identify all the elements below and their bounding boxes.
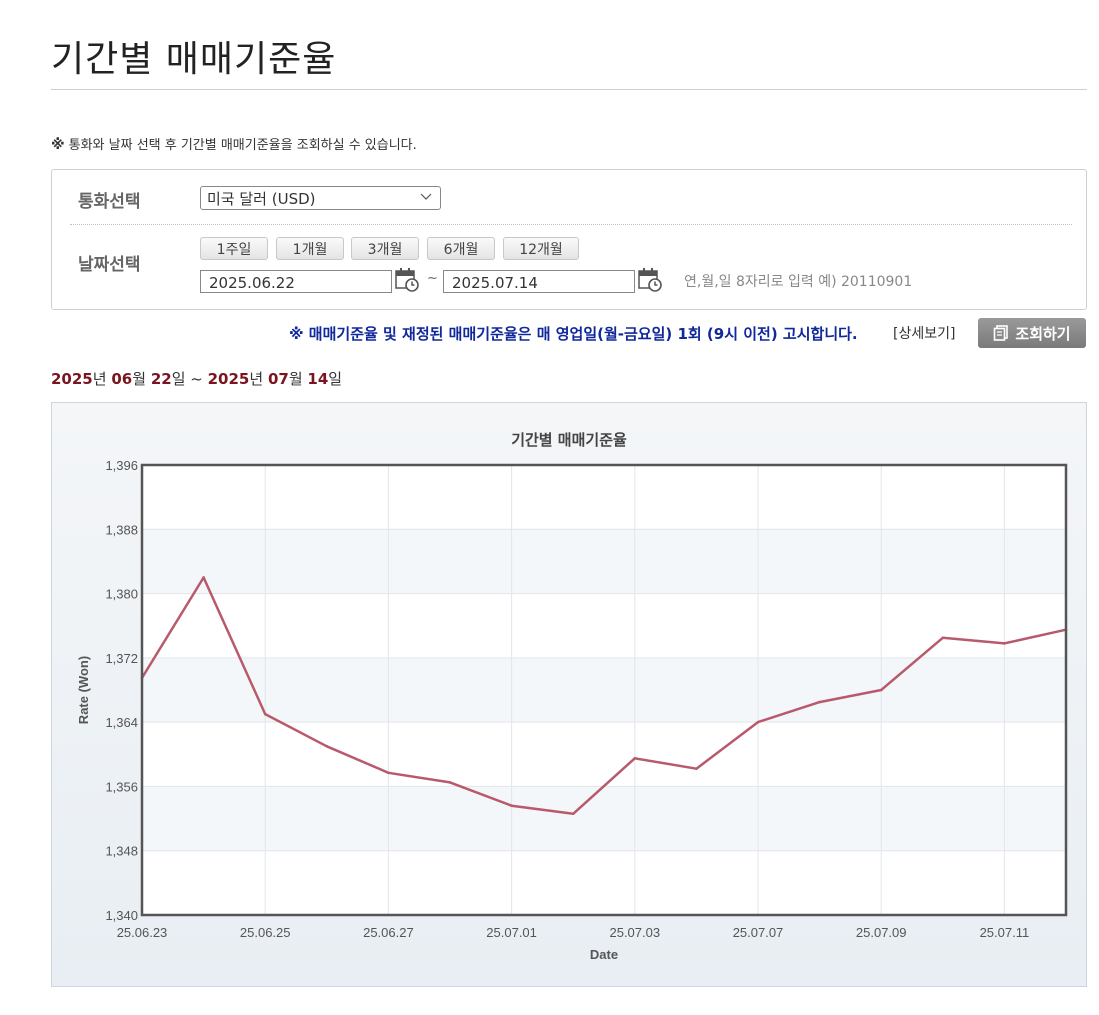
end-date-input[interactable]: 2025.07.14	[443, 270, 635, 293]
currency-select-value: 미국 달러 (USD)	[207, 189, 316, 208]
date-range-separator: ~	[427, 271, 438, 286]
calendar-icon[interactable]	[395, 267, 419, 292]
date-label: 날짜선택	[78, 255, 141, 275]
notice-mark: ※	[51, 137, 65, 153]
period-6month-button[interactable]: 6개월	[427, 237, 495, 260]
x-tick-label: 25.06.23	[117, 925, 168, 940]
range-end-day: 14	[307, 370, 329, 388]
series-line	[140, 576, 1067, 816]
plot-border	[140, 463, 1068, 917]
y-tick-label: 1,364	[105, 715, 138, 730]
x-tick-label: 25.07.03	[609, 925, 660, 940]
search-button-label: 조회하기	[1015, 324, 1071, 343]
date-format-hint: 연,월,일 8자리로 입력 예) 20110901	[684, 274, 913, 290]
chevron-down-icon	[420, 193, 432, 200]
announcement-text: ※ 매매기준율 및 재정된 매매기준율은 매 영업일(월-금요일) 1회 (9시…	[289, 325, 858, 343]
y-tick-label: 1,340	[105, 908, 138, 923]
plot-band	[142, 657, 1066, 723]
page-title: 기간별 매매기준율	[51, 39, 337, 80]
detail-link[interactable]: [상세보기]	[893, 326, 956, 342]
start-date-input[interactable]: 2025.06.22	[200, 270, 392, 293]
plot-band	[142, 529, 1066, 594]
selected-range: 2025년 06월 22일 ~ 2025년 07월 14일	[51, 368, 342, 389]
filter-panel: 통화선택 미국 달러 (USD) 날짜선택 1주일 1개월 3개월 6개월 12…	[51, 169, 1087, 310]
y-axis-label: Rate (Won)	[76, 656, 91, 724]
notice-text: ※ 통화와 날짜 선택 후 기간별 매매기준율을 조회하실 수 있습니다.	[51, 134, 417, 153]
period-3month-button[interactable]: 3개월	[351, 237, 419, 260]
data-point	[941, 636, 945, 640]
currency-select[interactable]: 미국 달러 (USD)	[200, 186, 441, 210]
range-separator: ~	[185, 370, 208, 388]
chart-plot: 1,340 1,348 1,356 1,364 1,372 1,380 1,388 1,396…	[76, 458, 1068, 962]
data-point	[818, 700, 821, 704]
range-start-year: 2025	[51, 370, 93, 388]
range-unit: 일	[171, 370, 186, 388]
period-1month-button[interactable]: 1개월	[276, 237, 344, 260]
range-unit: 일	[328, 370, 343, 388]
x-tick-label: 25.06.25	[240, 925, 291, 940]
notice-message: 통화와 날짜 선택 후 기간별 매매기준율을 조회하실 수 있습니다.	[68, 138, 417, 153]
period-1week-button[interactable]: 1주일	[200, 237, 268, 260]
row-divider	[70, 224, 1072, 225]
calendar-icon[interactable]	[638, 267, 662, 292]
y-tick-label: 1,348	[105, 844, 138, 859]
y-tick-label: 1,372	[105, 651, 138, 666]
data-point	[263, 712, 267, 716]
data-point	[633, 757, 637, 760]
data-point	[571, 812, 575, 816]
plot-band	[142, 786, 1066, 851]
x-tick-label: 25.07.09	[856, 925, 907, 940]
data-point	[325, 744, 329, 748]
search-button[interactable]: 조회하기	[978, 318, 1086, 348]
chart-title: 기간별 매매기준율	[511, 431, 627, 449]
document-icon	[994, 325, 1009, 341]
y-tick-label: 1,396	[105, 458, 138, 473]
range-unit: 년	[249, 370, 264, 388]
data-point	[448, 781, 452, 784]
range-unit: 월	[288, 370, 303, 388]
rate-chart: 기간별 매매기준율 1,340 1,348 1,356 1,364 1,372 1,380…	[51, 402, 1087, 987]
x-tick-label: 25.07.11	[980, 925, 1030, 940]
range-start-month: 06	[111, 370, 133, 388]
data-point	[510, 804, 513, 808]
range-end-month: 07	[267, 370, 289, 388]
currency-label: 통화선택	[78, 192, 141, 212]
range-start-day: 22	[150, 370, 172, 388]
y-tick-label: 1,380	[105, 587, 138, 602]
range-end-year: 2025	[207, 370, 250, 388]
data-point	[756, 720, 760, 724]
range-unit: 년	[92, 370, 107, 388]
title-divider	[51, 89, 1087, 90]
x-tick-label: 25.07.07	[733, 925, 784, 940]
x-tick-label: 25.07.01	[486, 925, 537, 940]
data-point	[695, 767, 698, 771]
x-tick-label: 25.06.27	[363, 925, 414, 940]
data-point	[1003, 642, 1006, 645]
data-point	[879, 688, 883, 692]
data-point	[387, 771, 390, 775]
y-tick-label: 1,356	[105, 779, 138, 794]
period-12month-button[interactable]: 12개월	[503, 237, 579, 260]
range-unit: 월	[132, 370, 147, 388]
data-point	[202, 576, 205, 579]
y-tick-label: 1,388	[105, 522, 138, 537]
x-axis-label: Date	[590, 947, 618, 962]
